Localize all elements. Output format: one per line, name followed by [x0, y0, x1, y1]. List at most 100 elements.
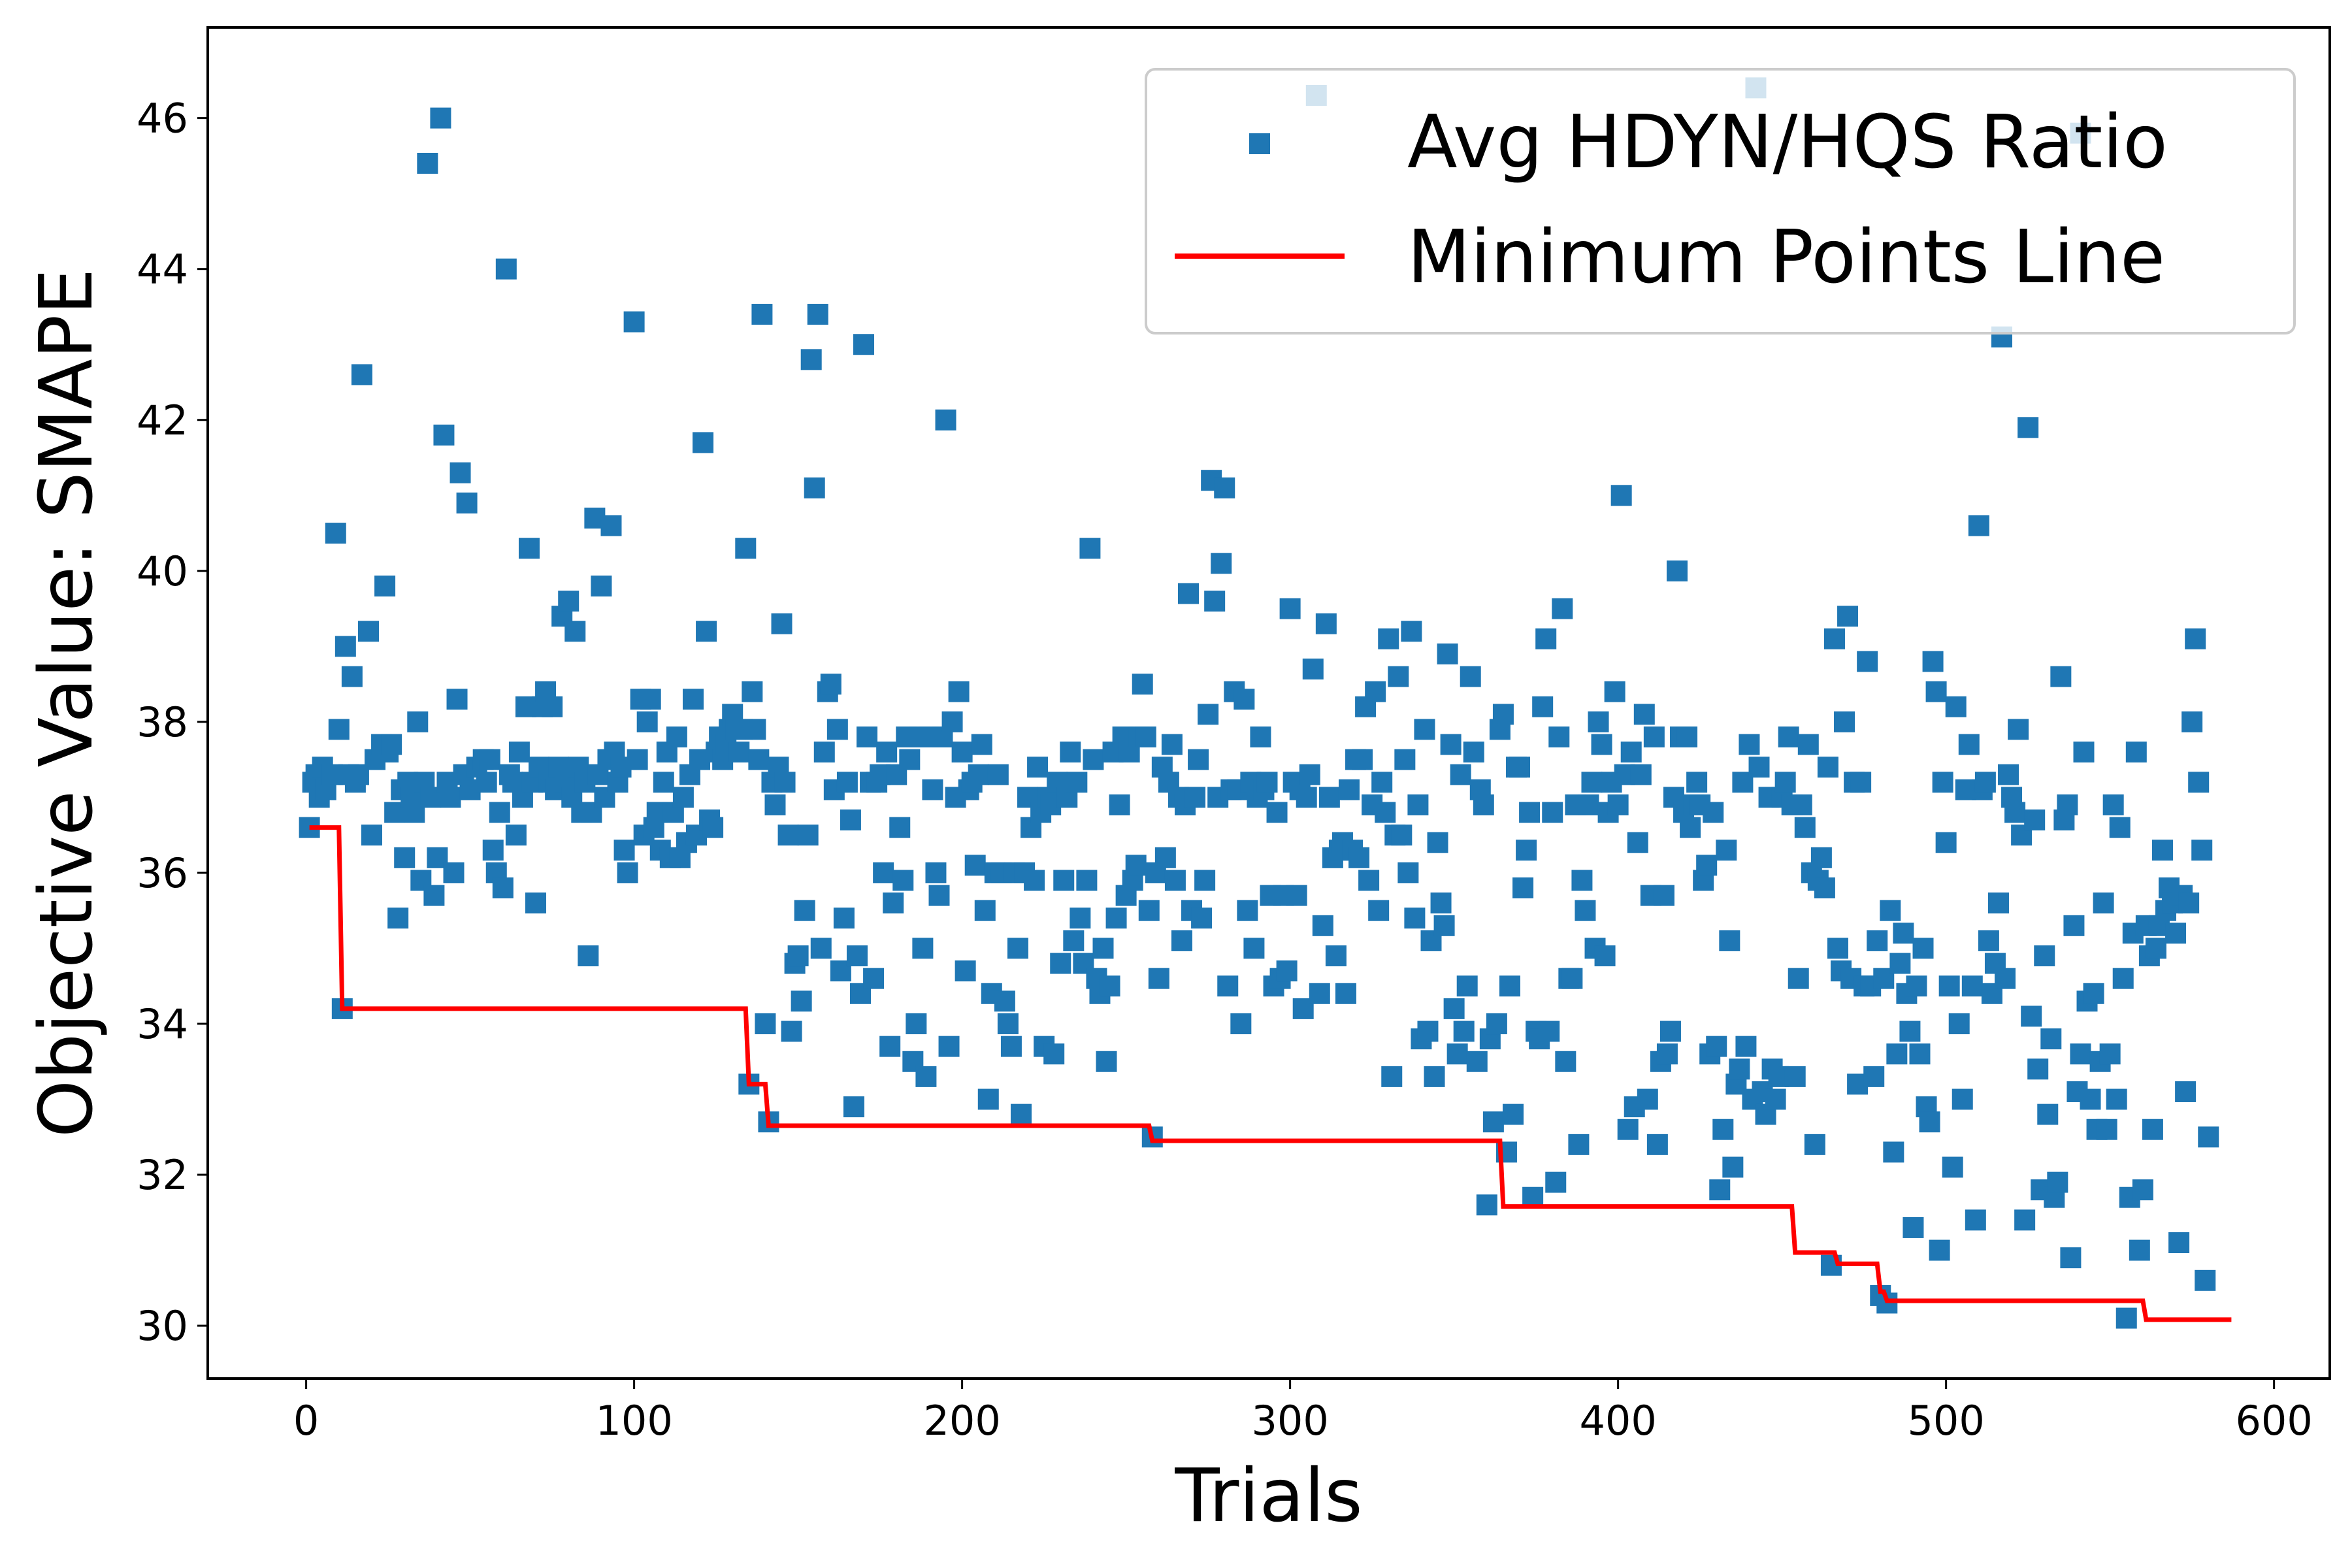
scatter-point [1938, 975, 1960, 997]
scatter-point [1552, 598, 1573, 619]
scatter-point [1667, 560, 1688, 581]
scatter-point [1010, 1103, 1032, 1125]
scatter-point [693, 432, 714, 453]
scatter-point [928, 885, 950, 906]
scatter-point [857, 726, 878, 747]
minimum-line-series [309, 825, 2232, 1322]
scatter-point [1237, 900, 1258, 921]
scatter-point [2185, 628, 2206, 649]
scatter-point [1620, 742, 1642, 763]
scatter-point [1659, 1021, 1681, 1042]
scatter-point [1952, 1088, 1973, 1110]
scatter-point [2063, 915, 2085, 936]
scatter-point [1381, 1066, 1403, 1087]
scatter-point [1686, 772, 1708, 793]
scatter-point [1414, 719, 1435, 740]
scatter-point [1883, 1141, 1904, 1163]
scatter-point [1837, 606, 1859, 627]
scatter-point [1794, 817, 1816, 838]
scatter-point [1348, 847, 1370, 868]
scatter-point [1299, 764, 1320, 785]
scatter-point [948, 681, 970, 702]
scatter-point [1995, 968, 2016, 989]
scatter-point [482, 840, 504, 861]
scatter-point [873, 862, 894, 883]
x-tick-label: 200 [923, 1397, 1000, 1445]
scatter-point [800, 349, 822, 370]
scatter-point [1407, 794, 1429, 815]
scatter-point [951, 742, 973, 763]
scatter-point [2083, 983, 2104, 1004]
scatter-point [1450, 764, 1471, 785]
scatter-point [1217, 975, 1239, 997]
scatter-point [1893, 923, 1914, 944]
scatter-point [1653, 885, 1674, 906]
scatter-point [351, 364, 372, 385]
scatter-point [1765, 1088, 1786, 1110]
scatter-point [2099, 1043, 2121, 1065]
scatter-point [600, 515, 622, 536]
scatter-point [2073, 742, 2095, 763]
scatter-point [804, 477, 825, 498]
scatter-point [2027, 1058, 2049, 1080]
scatter-point [423, 885, 445, 906]
scatter-point [449, 462, 471, 483]
scatter-point [1788, 968, 1809, 989]
scatter-point [1588, 711, 1609, 732]
scatter-point [728, 742, 750, 763]
scatter-series [299, 77, 2219, 1329]
scatter-point [1630, 764, 1652, 785]
scatter-point [1302, 659, 1324, 680]
scatter-point [1092, 938, 1114, 959]
scatter-point [1204, 591, 1226, 612]
scatter-point [2195, 1269, 2216, 1291]
scatter-point [2037, 1103, 2059, 1125]
scatter-point [1656, 1043, 1678, 1065]
scatter-point [846, 945, 868, 967]
scatter-point [1906, 975, 1927, 997]
scatter-point [1312, 915, 1333, 936]
scatter-point [1945, 696, 1967, 717]
scatter-point [892, 870, 914, 891]
scatter-point [1401, 621, 1422, 642]
scatter-point [1680, 817, 1701, 838]
scatter-point [1880, 900, 1901, 921]
scatter-point [840, 809, 861, 831]
scatter-point [1555, 1051, 1576, 1072]
scatter-point [1978, 930, 1999, 951]
scatter-point [1778, 726, 1799, 747]
scatter-point [912, 938, 934, 959]
scatter-point [1188, 749, 1209, 770]
scatter-point [2168, 1232, 2190, 1254]
scatter-point [1309, 983, 1330, 1004]
scatter-point [1486, 1013, 1507, 1035]
scatter-point [771, 613, 792, 634]
scatter-point [2040, 1028, 2062, 1050]
scatter-point [325, 523, 346, 544]
legend-scatter-marker [1249, 133, 1270, 154]
scatter-point [394, 847, 416, 868]
scatter-point [1633, 704, 1655, 725]
scatter-point [2014, 1209, 2036, 1231]
scatter-point [1974, 772, 1996, 793]
scatter-point [1748, 757, 1770, 778]
scatter-point [1397, 862, 1419, 883]
scatter-point [1096, 1051, 1117, 1072]
scatter-point [1571, 870, 1593, 891]
scatter-point [1643, 726, 1665, 747]
scatter-point [2142, 1119, 2163, 1140]
scatter-point [1453, 1021, 1475, 1042]
scatter-point [997, 1013, 1019, 1035]
scatter-point [1810, 847, 1832, 868]
scatter-point [613, 840, 635, 861]
scatter-point [863, 968, 885, 989]
scatter-point [1899, 1021, 1921, 1042]
scatter-point [407, 711, 429, 732]
scatter-point [1482, 1111, 1504, 1133]
scatter-point [2151, 840, 2173, 861]
scatter-point [1929, 1239, 1950, 1261]
x-axis-title: Trials [1174, 1454, 1362, 1539]
scatter-point [357, 621, 379, 642]
scatter-point [1043, 1043, 1065, 1065]
scatter-point [1607, 794, 1629, 815]
